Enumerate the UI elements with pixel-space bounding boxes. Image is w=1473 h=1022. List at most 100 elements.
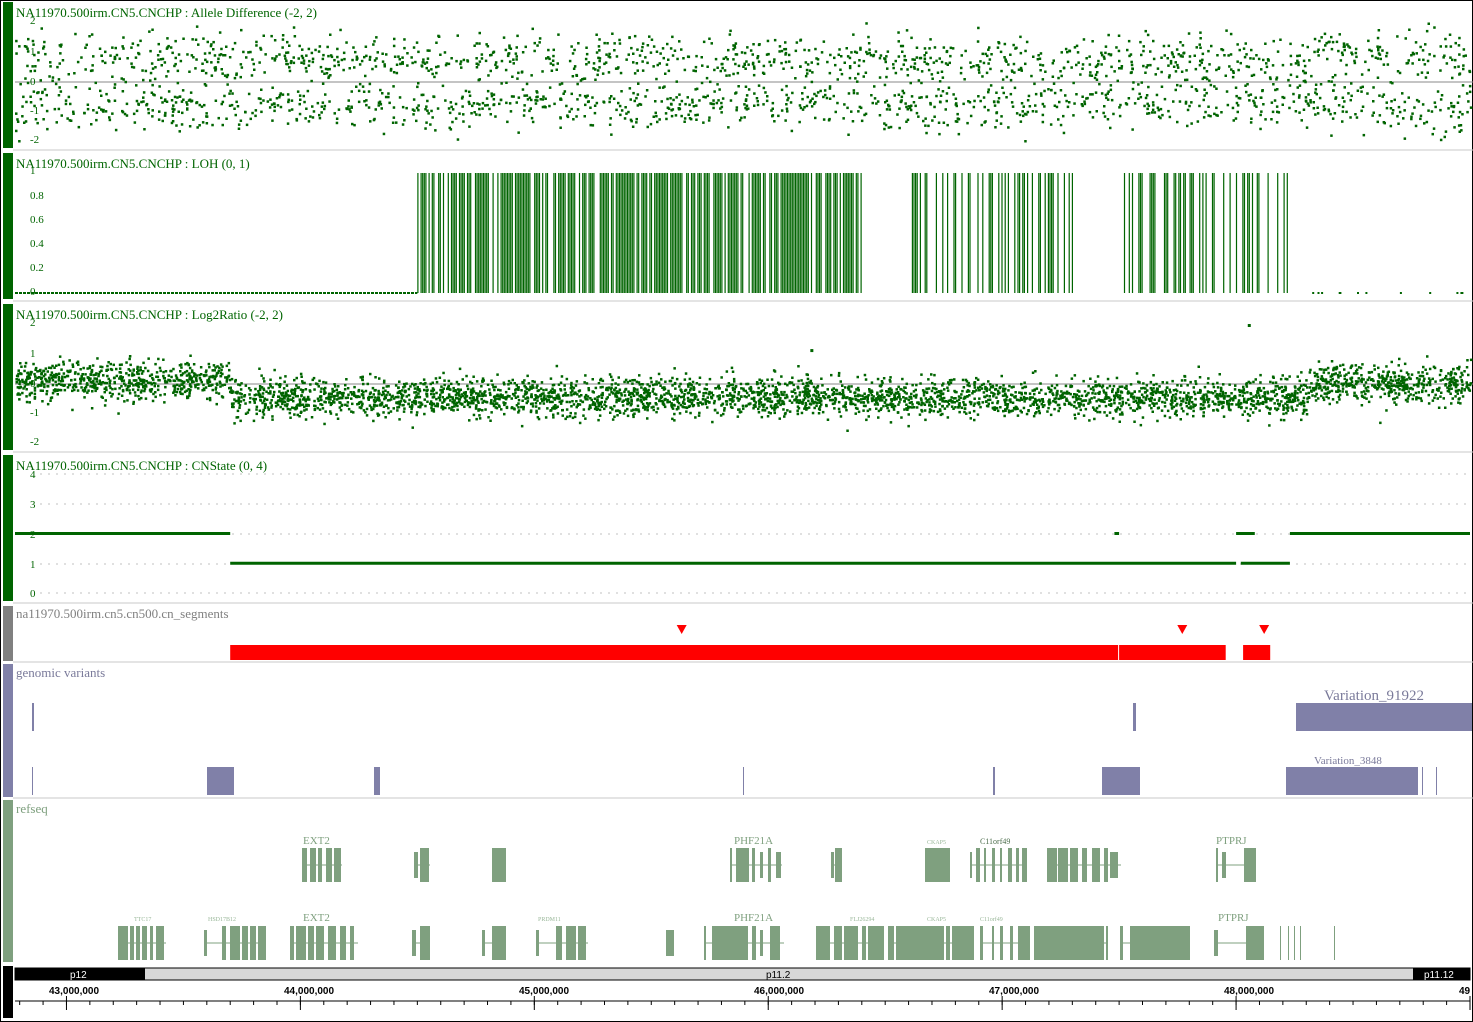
allele-point	[1347, 45, 1350, 48]
loh-bar	[849, 173, 851, 293]
log2ratio-point	[614, 395, 617, 398]
track-handle-log2ratio[interactable]	[3, 304, 13, 450]
allele-point	[210, 74, 214, 77]
log2ratio-point	[158, 379, 161, 382]
allele-point	[1308, 59, 1311, 62]
log2ratio-point	[206, 379, 209, 382]
allele-point	[1167, 76, 1171, 79]
track-handle-segments[interactable]	[3, 606, 13, 661]
allele-point	[77, 125, 81, 129]
allele-point	[916, 68, 920, 71]
allele-point	[777, 114, 780, 118]
allele-point	[1247, 94, 1250, 97]
allele-point	[1059, 70, 1062, 73]
track-handle-ruler[interactable]	[3, 966, 13, 1018]
allele-point	[198, 103, 201, 107]
allele-point	[1130, 71, 1133, 74]
allele-point	[534, 99, 537, 102]
allele-point	[1014, 47, 1017, 50]
log2ratio-point	[1098, 399, 1102, 402]
allele-point	[671, 54, 675, 57]
allele-point	[978, 71, 981, 74]
allele-point	[1457, 65, 1460, 68]
allele-point	[913, 58, 916, 61]
allele-point	[198, 124, 201, 127]
log2ratio-point	[510, 397, 513, 400]
allele-point	[46, 127, 49, 131]
allele-point	[1257, 57, 1261, 61]
log2ratio-point	[648, 402, 652, 405]
allele-point	[698, 99, 701, 102]
allele-point	[428, 49, 431, 52]
allele-point	[1043, 89, 1046, 93]
log2ratio-point	[849, 390, 852, 393]
allele-point	[133, 121, 137, 124]
log2ratio-point	[204, 370, 208, 374]
log2ratio-point	[199, 378, 203, 382]
log2ratio-point	[105, 388, 108, 392]
log2ratio-point	[526, 400, 530, 403]
log2ratio-point	[1199, 407, 1203, 411]
log2ratio-point	[132, 384, 135, 387]
loh-bar	[1283, 173, 1285, 293]
allele-point	[374, 65, 378, 68]
log2ratio-point	[1201, 395, 1204, 398]
loh-bar	[674, 173, 677, 293]
log2ratio-point	[83, 387, 87, 390]
log2ratio-point	[1094, 392, 1097, 395]
allele-point	[210, 43, 213, 46]
allele-point	[468, 94, 472, 97]
allele-point	[1003, 42, 1007, 46]
allele-point	[189, 91, 193, 94]
allele-point	[1068, 49, 1072, 53]
track-handle-cnstate[interactable]	[3, 455, 13, 601]
log2ratio-point	[27, 383, 30, 386]
log2ratio-point	[95, 372, 98, 375]
log2ratio-point	[531, 380, 534, 383]
allele-point	[484, 104, 487, 107]
track-handle-refseq[interactable]	[3, 800, 13, 962]
allele-point	[630, 46, 633, 50]
allele-point	[694, 113, 697, 117]
log2ratio-point	[263, 380, 266, 383]
log2ratio-point	[1157, 391, 1160, 394]
allele-point	[804, 74, 808, 78]
log2ratio-point	[91, 381, 94, 384]
allele-point	[671, 108, 675, 111]
allele-point	[1207, 49, 1210, 53]
allele-point	[1009, 78, 1013, 82]
allele-point	[813, 92, 816, 96]
allele-point	[76, 60, 80, 64]
allele-point	[597, 45, 601, 48]
allele-point	[705, 76, 709, 80]
allele-point	[1386, 63, 1390, 66]
allele-point	[1337, 104, 1341, 107]
allele-point	[337, 108, 341, 111]
loh-bar	[582, 173, 584, 293]
allele-point	[942, 121, 946, 124]
allele-point	[955, 104, 958, 108]
allele-point	[790, 129, 794, 133]
log2ratio-point	[23, 382, 27, 385]
log2ratio-point	[231, 405, 234, 409]
log2ratio-point	[697, 414, 701, 417]
allele-point	[946, 63, 949, 66]
allele-point	[398, 58, 401, 61]
track-handle-allele-diff[interactable]	[3, 2, 13, 148]
track-handle-loh[interactable]	[3, 153, 13, 299]
allele-point	[701, 64, 704, 67]
log2ratio-point	[423, 388, 426, 392]
log2ratio-point	[611, 418, 615, 421]
allele-point	[1163, 54, 1166, 57]
loh-bar	[817, 173, 819, 293]
allele-point	[986, 54, 989, 58]
log2ratio-point	[588, 404, 592, 407]
log2ratio-point	[1014, 391, 1017, 394]
allele-point	[587, 61, 591, 64]
track-handle-variants[interactable]	[3, 664, 13, 797]
allele-point	[997, 41, 1000, 44]
allele-point	[842, 117, 845, 120]
allele-point	[915, 56, 919, 59]
log2ratio-point	[684, 406, 687, 409]
log2ratio-point	[285, 392, 288, 395]
